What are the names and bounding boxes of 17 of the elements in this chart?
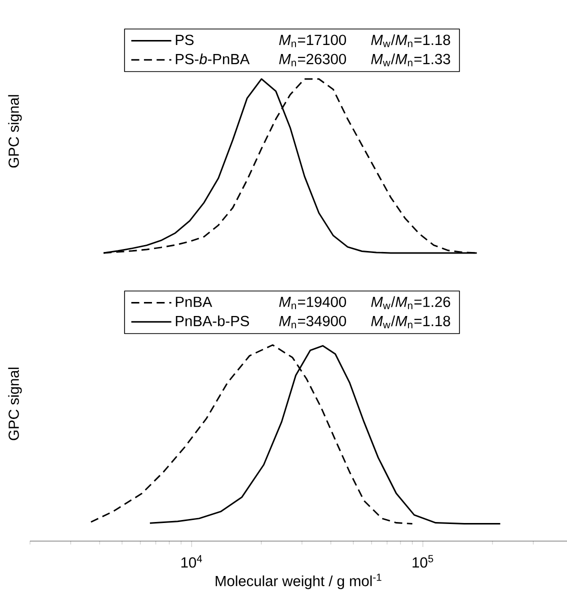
legend-label: PS-b-PnBA [176, 53, 250, 64]
y-axis-title: GPC signal [8, 368, 22, 440]
legend-label: PS [176, 34, 194, 46]
text: M$_{w}$/M$_{n}$=1.33 [371, 53, 450, 66]
legend-label: PnBA [176, 296, 212, 307]
text: M$_{n}$=34900 [279, 316, 346, 328]
x-tick-label: 10$^{5}$ [412, 555, 434, 568]
text: M$_{w}$/M$_{n}$=1.18 [371, 315, 450, 328]
x-axis-title: Molecular weight / g mol$^{-1}$ [216, 574, 382, 590]
x-tick-label: 10$^{4}$ [181, 555, 202, 568]
text: M$_{w}$/M$_{n}$=1.18 [371, 34, 450, 48]
legend-label: PnBA-b-PS [176, 315, 250, 326]
text: M$_{n}$=26300 [279, 54, 346, 66]
text: M$_{n}$=19400 [279, 296, 346, 310]
text: M$_{n}$=17100 [279, 34, 346, 48]
y-axis-title: GPC signal [8, 95, 22, 168]
text: M$_{w}$/M$_{n}$=1.26 [371, 296, 450, 310]
